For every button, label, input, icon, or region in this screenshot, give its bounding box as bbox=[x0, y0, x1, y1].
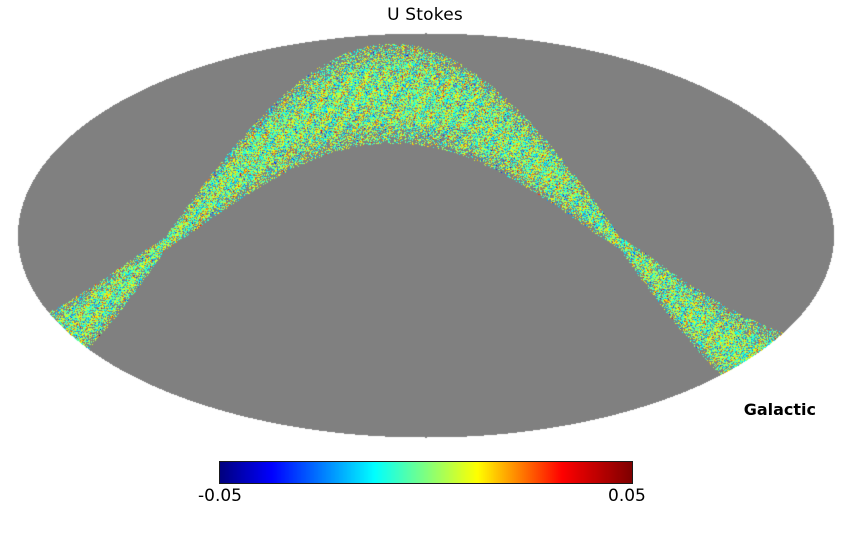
colorbar-max-tick-label: 0.05 bbox=[608, 486, 646, 506]
coordinate-frame-label: Galactic bbox=[743, 400, 816, 419]
mollweide-sky-canvas bbox=[0, 28, 850, 444]
colorbar-gradient bbox=[219, 461, 633, 484]
page-title: U Stokes bbox=[387, 5, 463, 25]
colorbar-min-tick-label: -0.05 bbox=[198, 486, 242, 506]
colorbar[interactable] bbox=[219, 461, 633, 484]
sky-map bbox=[0, 28, 850, 444]
